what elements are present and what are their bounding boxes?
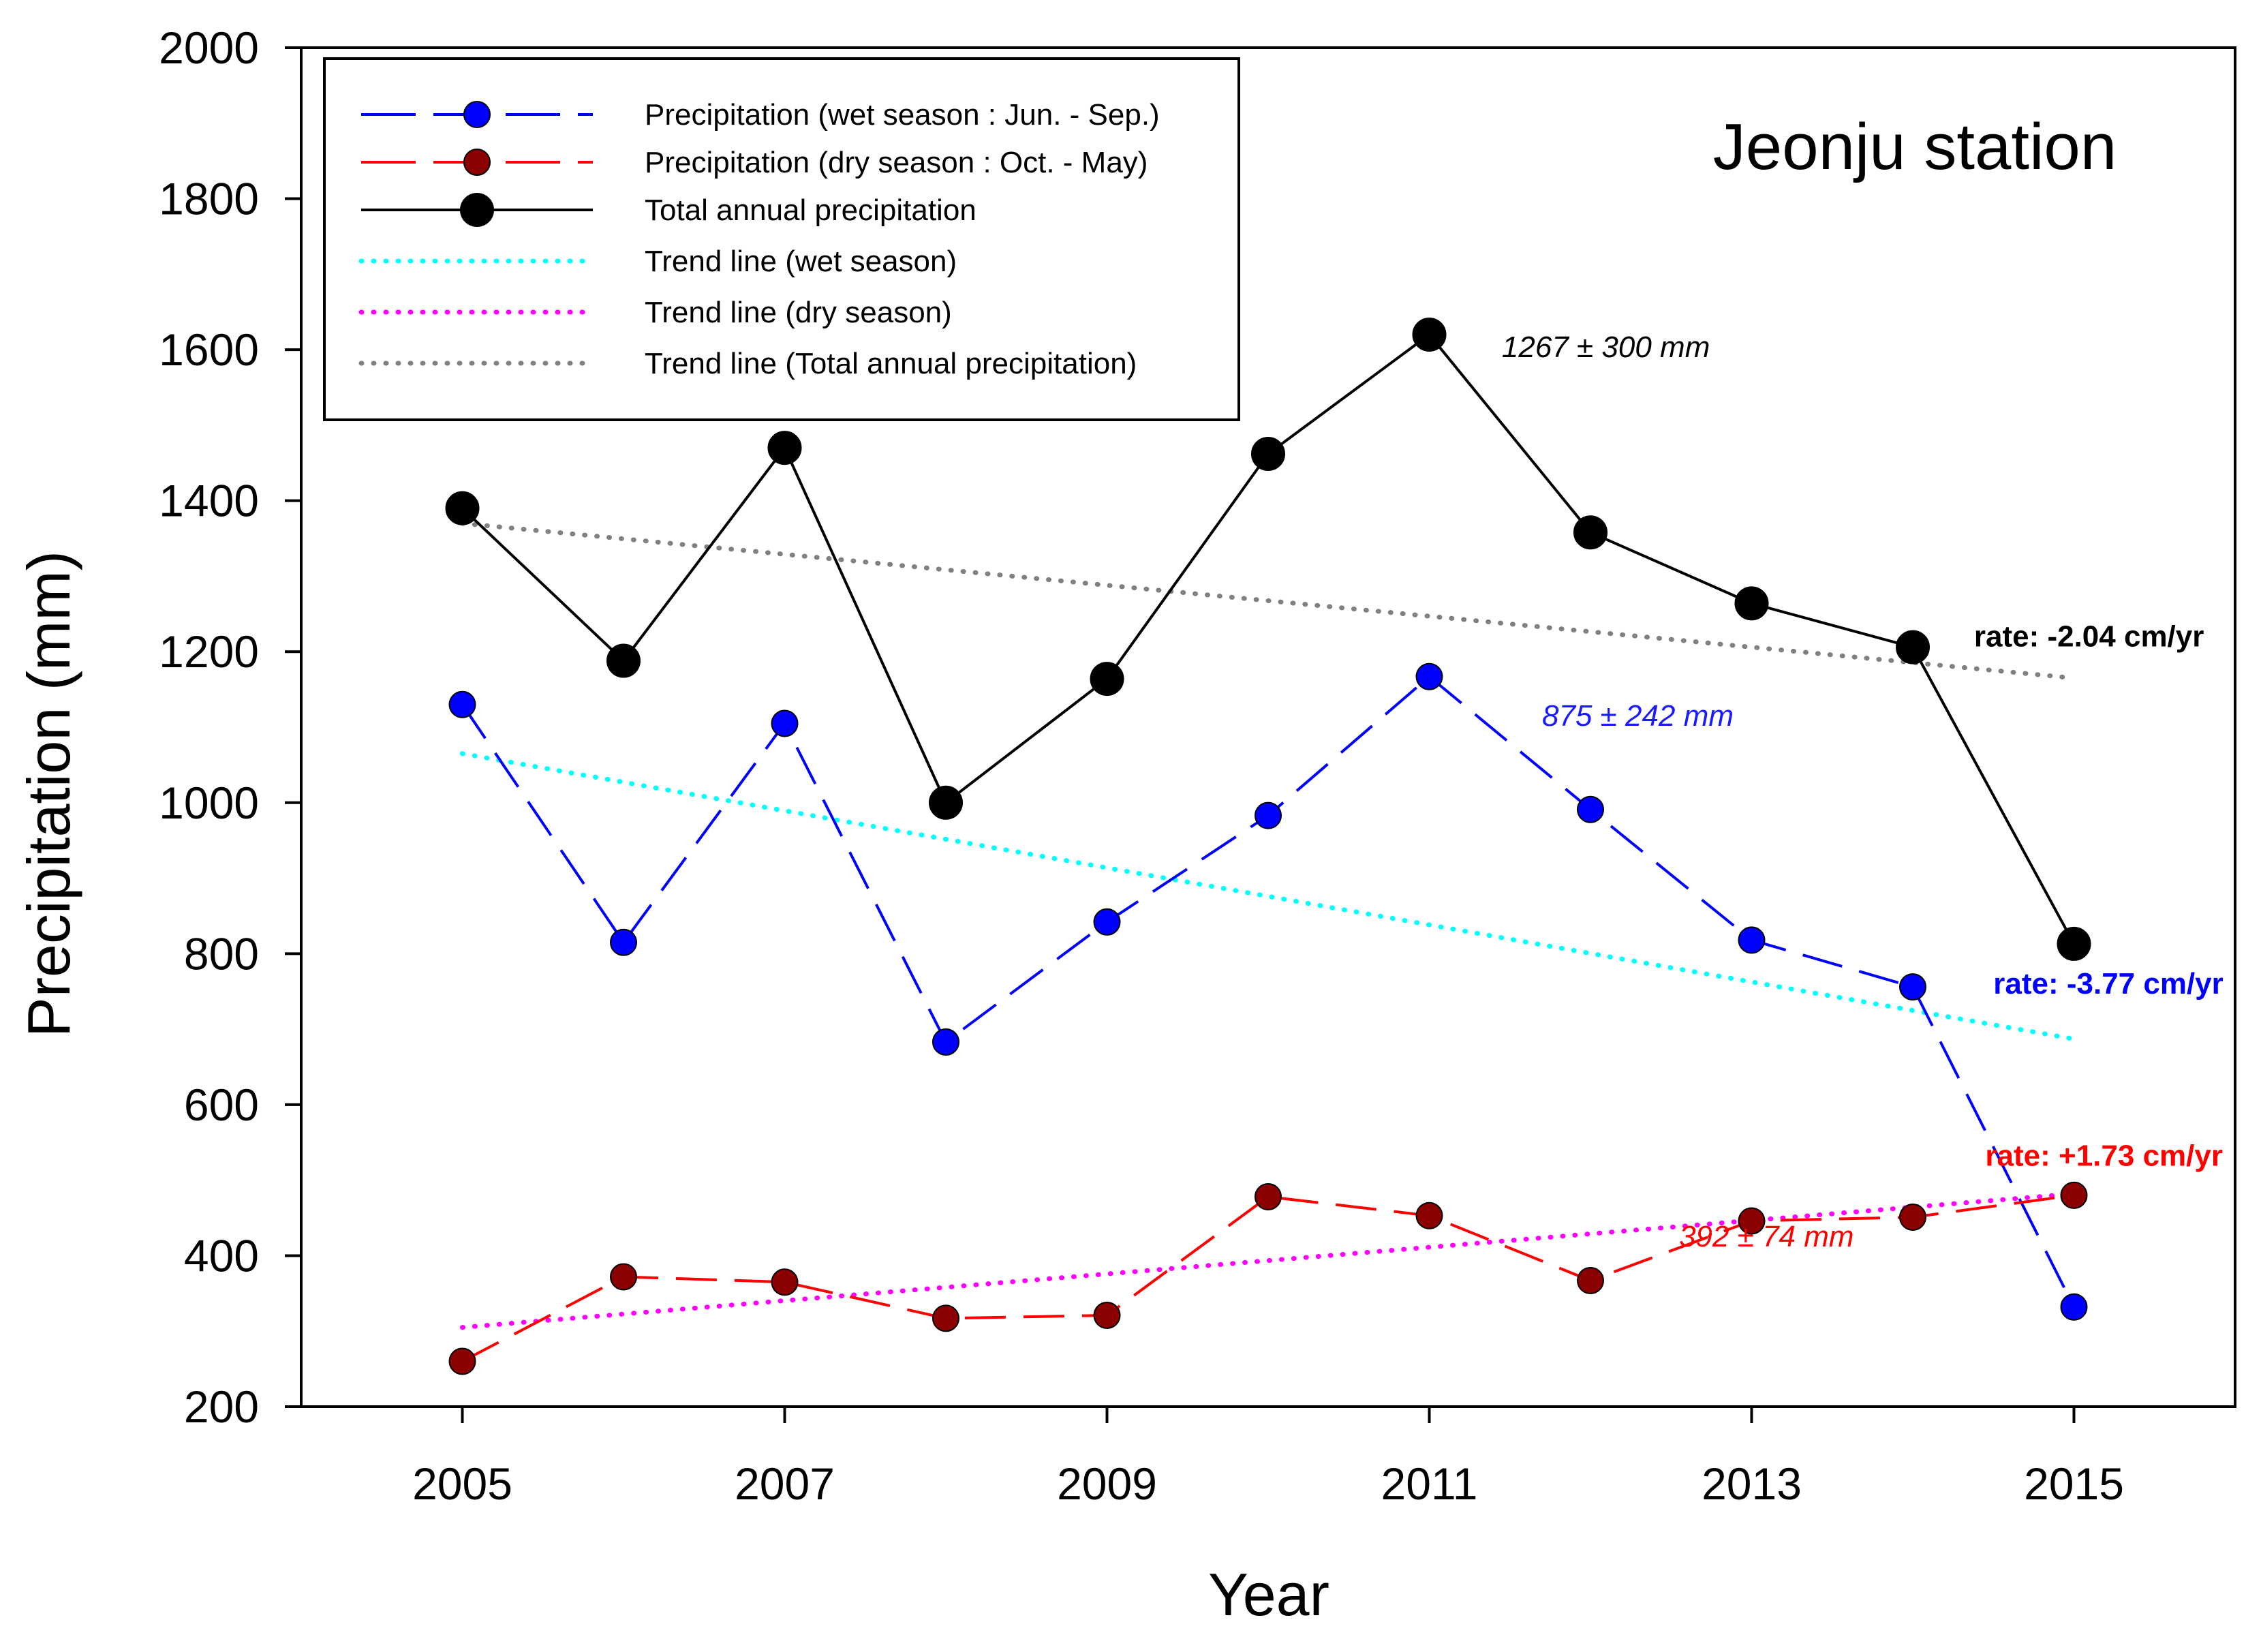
legend-trend-dry-label: Trend line (dry season): [645, 296, 952, 329]
y-tick-label: 1000: [159, 778, 259, 828]
wet-point: [1577, 795, 1604, 823]
rate-wet-annotation: rate: -3.77 cm/yr: [1993, 967, 2224, 1000]
total-point: [1412, 317, 1447, 352]
wet-point: [1415, 662, 1443, 690]
x-tick-label: 2011: [1381, 1458, 1478, 1509]
dry-point: [1899, 1203, 1926, 1231]
x-tick-label: 2015: [2024, 1458, 2124, 1509]
total-point: [767, 431, 802, 465]
dry-point: [932, 1304, 959, 1332]
total-point: [1090, 662, 1124, 697]
wet-point: [932, 1028, 959, 1056]
wet-point: [1738, 926, 1766, 954]
x-tick-label: 2013: [1702, 1458, 1802, 1509]
y-tick-label: 1600: [159, 324, 259, 375]
wet-point: [1093, 908, 1121, 936]
legend-trend-wet-label: Trend line (wet season): [645, 245, 957, 278]
x-tick-label: 2007: [735, 1458, 835, 1509]
dry-point: [1415, 1202, 1443, 1229]
x-axis-label: Year: [1208, 1561, 1329, 1628]
y-tick-label: 800: [184, 928, 259, 979]
dry-series-line: [461, 1193, 2074, 1363]
wet-point: [771, 709, 799, 737]
y-tick-label: 400: [184, 1230, 259, 1281]
chart-title: Jeonju station: [1713, 110, 2117, 183]
wet-mean-annotation: 875 ± 242 mm: [1542, 699, 1734, 733]
total-point: [445, 491, 480, 525]
total-point: [1896, 630, 1930, 664]
total-point: [1251, 436, 1285, 471]
legend-total-label: Total annual precipitation: [645, 194, 976, 227]
legend-trend-total-label: Trend line (Total annual precipitation): [645, 347, 1137, 380]
y-tick-label: 1400: [159, 476, 259, 526]
legend-dry-marker: [463, 149, 491, 176]
dry-point: [1255, 1183, 1282, 1211]
dry-point: [771, 1268, 799, 1296]
dry-point: [1738, 1207, 1766, 1235]
rate-total-annotation: rate: -2.04 cm/yr: [1974, 620, 2204, 653]
legend: Precipitation (wet season : Jun. - Sep.)…: [323, 57, 1240, 421]
plot-frame: [300, 46, 2236, 1408]
dry-point: [610, 1263, 637, 1291]
dry-point: [1577, 1267, 1604, 1295]
x-tick-label: 2005: [412, 1458, 512, 1509]
trend-dry-line: [460, 1191, 2076, 1330]
rate-dry-annotation: rate: +1.73 cm/yr: [1985, 1139, 2223, 1173]
wet-point: [448, 690, 476, 718]
wet-point: [1899, 973, 1926, 1001]
total-point: [1573, 515, 1607, 550]
total-point: [2057, 926, 2091, 961]
legend-total-marker: [460, 193, 494, 227]
dry-point: [2060, 1181, 2088, 1209]
trend-total-line: [460, 521, 2076, 681]
y-tick-label: 600: [184, 1080, 259, 1130]
y-tick-label: 200: [184, 1381, 259, 1432]
plot-area: 200 400 600 800 1000 1200 1400 1600 1800 2000 2005…: [159, 22, 2236, 1509]
legend-dry-label: Precipitation (dry season : Oct. - May): [645, 146, 1148, 179]
total-point: [606, 643, 641, 678]
y-tick-label: 1200: [159, 626, 259, 677]
wet-point: [610, 928, 637, 956]
total-point: [929, 785, 963, 820]
wet-point: [1255, 801, 1282, 829]
dry-point: [448, 1347, 476, 1375]
legend-wet-marker: [463, 101, 491, 128]
wet-point: [2060, 1293, 2088, 1321]
total-mean-annotation: 1267 ± 300 mm: [1502, 331, 1710, 364]
x-tick-label: 2009: [1057, 1458, 1157, 1509]
legend-wet-label: Precipitation (wet season : Jun. - Sep.): [645, 98, 1160, 132]
y-tick-label: 1800: [159, 174, 259, 224]
y-axis-label: Precipitation (mm): [15, 551, 82, 1037]
total-point: [1734, 586, 1769, 621]
trend-wet-line: [460, 751, 2076, 1042]
y-tick-label: 2000: [159, 22, 259, 73]
dry-point: [1093, 1301, 1121, 1329]
dry-mean-annotation: 392 ± 74 mm: [1679, 1220, 1853, 1253]
